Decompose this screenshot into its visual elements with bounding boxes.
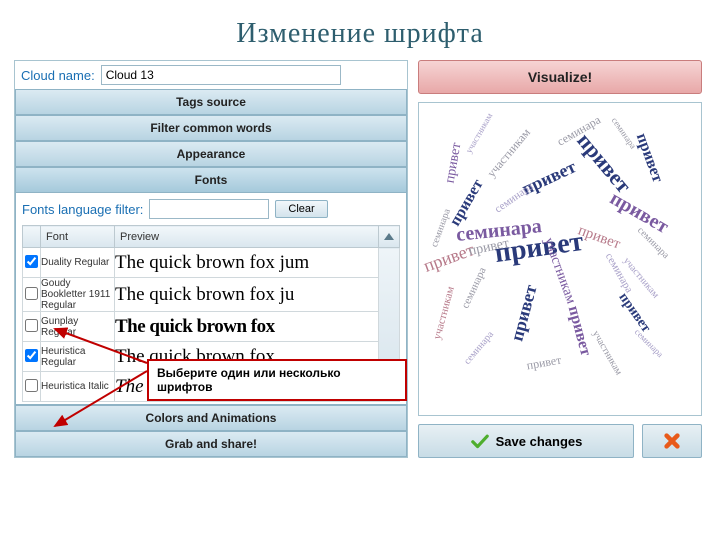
acc-fonts[interactable]: Fonts xyxy=(15,167,407,193)
cloud-word: привет xyxy=(506,283,541,344)
scroll-up-icon[interactable] xyxy=(384,233,394,240)
font-filter-label: Fonts language filter: xyxy=(22,202,143,217)
left-panel: Cloud name: Tags source Filter common wo… xyxy=(14,60,408,458)
col-font[interactable]: Font xyxy=(41,226,115,248)
col-checkbox xyxy=(23,226,41,248)
bottom-buttons: Save changes xyxy=(418,424,702,458)
cloud-name-label: Cloud name: xyxy=(21,68,95,83)
cloud-word: привет xyxy=(564,304,595,358)
cloud-word: привет xyxy=(632,131,666,185)
wordcloud-preview: приветсеминараприветприветприветприветуч… xyxy=(418,102,702,416)
save-changes-button[interactable]: Save changes xyxy=(418,424,634,458)
font-name: Duality Regular xyxy=(41,248,115,278)
font-name: Gunplay Regular xyxy=(41,312,115,342)
col-preview[interactable]: Preview xyxy=(115,226,379,248)
table-row[interactable]: Goudy Bookletter 1911 RegularThe quick b… xyxy=(23,278,400,312)
cloud-word: семинара xyxy=(462,329,496,367)
font-checkbox[interactable] xyxy=(25,379,38,392)
cloud-word: семинара xyxy=(459,266,488,311)
page-title: Изменение шрифта xyxy=(0,0,720,60)
font-name: Goudy Bookletter 1911 Regular xyxy=(41,278,115,312)
right-panel: Visualize! приветсеминараприветприветпри… xyxy=(418,60,702,458)
cloud-word: участникам xyxy=(484,125,534,180)
font-checkbox[interactable] xyxy=(25,287,38,300)
cross-icon xyxy=(663,432,681,450)
cloud-word: привет xyxy=(525,353,562,374)
cloud-word: привет xyxy=(443,141,466,184)
table-row[interactable]: Gunplay RegularThe quick brown fox xyxy=(23,312,400,342)
cloud-word: семинара xyxy=(633,327,665,359)
font-name: Heuristica Italic xyxy=(41,372,115,402)
cloud-name-row: Cloud name: xyxy=(15,61,407,89)
cloud-word: участникам xyxy=(431,285,457,341)
font-filter-input[interactable] xyxy=(149,199,269,219)
accordion: Tags source Filter common words Appearan… xyxy=(15,89,407,457)
font-checkbox[interactable] xyxy=(25,319,38,332)
check-icon xyxy=(470,433,490,449)
callout-box: Выберите один или несколько шрифтов xyxy=(147,359,407,401)
font-preview: The quick brown fox jum xyxy=(115,248,379,278)
cloud-word: участникам xyxy=(464,111,495,155)
acc-filter[interactable]: Filter common words xyxy=(15,115,407,141)
acc-colors[interactable]: Colors and Animations xyxy=(15,405,407,431)
clear-button[interactable]: Clear xyxy=(275,200,327,218)
font-checkbox[interactable] xyxy=(25,255,38,268)
acc-appearance[interactable]: Appearance xyxy=(15,141,407,167)
save-label: Save changes xyxy=(496,434,583,449)
table-row[interactable]: Duality RegularThe quick brown fox jum xyxy=(23,248,400,278)
scroll-head xyxy=(379,226,400,248)
font-filter-row: Fonts language filter: Clear xyxy=(22,197,400,225)
font-preview: The quick brown fox xyxy=(115,312,379,342)
cloud-name-input[interactable] xyxy=(101,65,341,85)
font-name: Heuristica Regular xyxy=(41,342,115,372)
font-preview: The quick brown fox ju xyxy=(115,278,379,312)
visualize-button[interactable]: Visualize! xyxy=(418,60,702,94)
acc-grab[interactable]: Grab and share! xyxy=(15,431,407,457)
cancel-button[interactable] xyxy=(642,424,702,458)
acc-tagssource[interactable]: Tags source xyxy=(15,89,407,115)
main-layout: Cloud name: Tags source Filter common wo… xyxy=(0,60,720,470)
cloud-word: семинара xyxy=(610,115,639,150)
font-checkbox[interactable] xyxy=(25,349,38,362)
cloud-word: участникам xyxy=(590,329,624,377)
cloud-word: семинара xyxy=(429,207,453,248)
cloud-word: привет xyxy=(615,290,654,336)
